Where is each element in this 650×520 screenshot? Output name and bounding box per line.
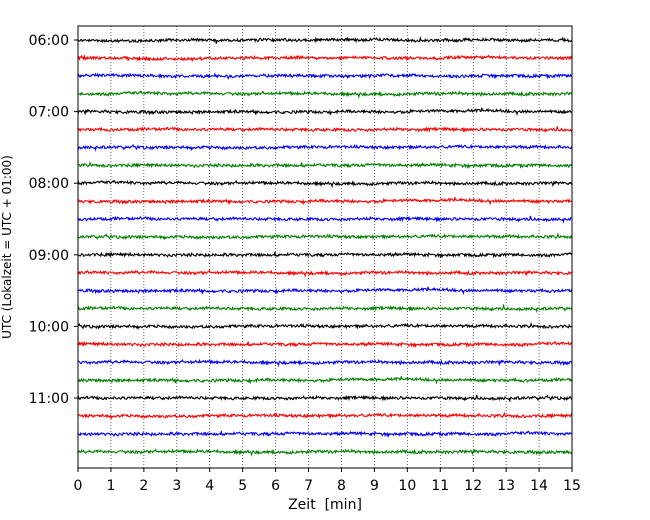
y-tick-label: 09:00 [29, 248, 69, 264]
trace-line [77, 394, 573, 403]
trace-line [77, 303, 573, 314]
trace-line [77, 107, 573, 116]
trace-line [77, 90, 573, 99]
y-axis-ticks: 06:00 07:00 08:00 09:00 10:00 11:00 [29, 33, 78, 407]
y-tick-label: 06:00 [29, 33, 69, 49]
trace-line [77, 215, 573, 224]
x-tick-label: 2 [139, 478, 148, 494]
trace-line [77, 376, 573, 385]
trace-line [77, 430, 573, 438]
x-tick-label: 5 [238, 478, 247, 494]
y-tick-label: 10:00 [29, 319, 69, 335]
x-tick-label: 3 [172, 478, 181, 494]
trace-line [77, 448, 573, 457]
trace-line [77, 251, 573, 259]
y-tick-label: 11:00 [29, 391, 69, 407]
trace-line [77, 286, 573, 296]
y-axis-label: UTC (Lokalzeit = UTC + 01:00) [0, 155, 14, 339]
trace-line [77, 143, 573, 153]
trace-line [77, 179, 573, 189]
seismic-traces [77, 35, 573, 457]
y-tick-label: 07:00 [29, 105, 69, 121]
trace-line [77, 411, 573, 420]
x-tick-label: 11 [431, 478, 449, 494]
x-tick-label: 0 [74, 478, 83, 494]
plot-frame [77, 25, 573, 469]
trace-line [77, 321, 573, 331]
trace-line [77, 54, 573, 62]
x-tick-label: 15 [563, 478, 581, 494]
x-axis-ticks: 0 1 2 3 4 5 6 7 8 9 10 11 12 13 14 15 [74, 468, 581, 494]
trace-line [77, 358, 573, 368]
trace-line [77, 160, 573, 170]
trace-line [77, 126, 573, 134]
trace-line [77, 269, 573, 278]
x-tick-label: 12 [464, 478, 482, 494]
trace-line [77, 35, 573, 44]
trace-line [77, 232, 573, 241]
trace-line [77, 340, 573, 348]
x-tick-label: 6 [271, 478, 280, 494]
x-axis-label: Zeit [min] [288, 497, 362, 513]
x-tick-label: 13 [497, 478, 515, 494]
y-tick-label: 08:00 [29, 176, 69, 192]
x-tick-label: 9 [370, 478, 379, 494]
x-tick-label: 4 [205, 478, 214, 494]
x-tick-label: 1 [106, 478, 115, 494]
x-tick-label: 7 [304, 478, 313, 494]
trace-line [77, 72, 573, 80]
trace-line [77, 197, 573, 206]
x-tick-label: 14 [530, 478, 548, 494]
x-tick-label: 8 [337, 478, 346, 494]
x-tick-label: 10 [398, 478, 416, 494]
